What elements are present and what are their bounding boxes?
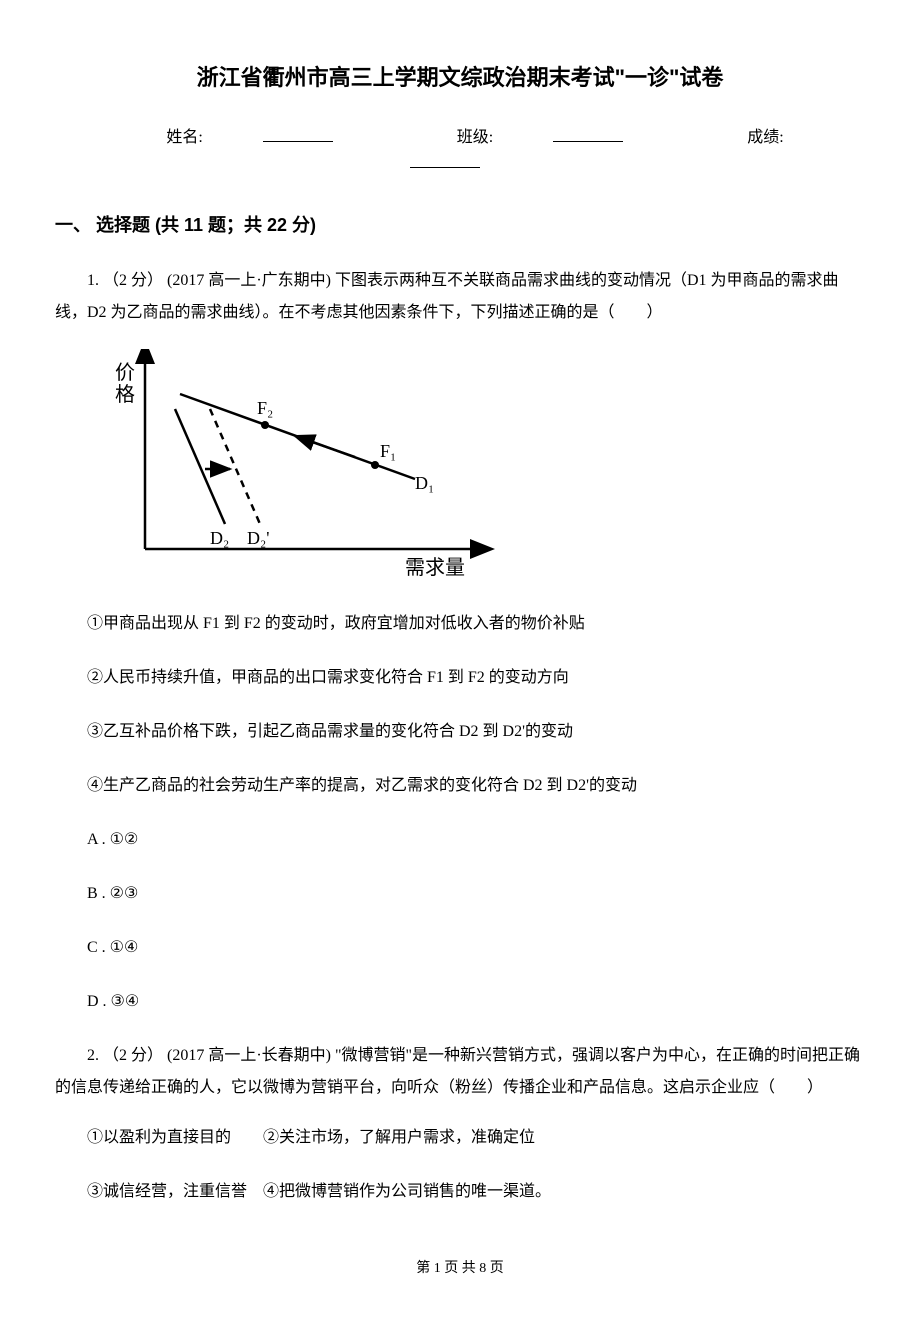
page-title: 浙江省衢州市高三上学期文综政治期末考试"一诊"试卷 bbox=[55, 60, 865, 95]
y-axis-label-2: 格 bbox=[115, 383, 135, 406]
q1-statement-3: ③乙互补品价格下跌，引起乙商品需求量的变化符合 D2 到 D2'的变动 bbox=[55, 716, 865, 748]
q1-statement-2: ②人民币持续升值，甲商品的出口需求变化符合 F1 到 F2 的变动方向 bbox=[55, 662, 865, 694]
q1-option-d: D . ③④ bbox=[55, 986, 865, 1018]
q1-stem: 1. （2 分） (2017 高一上·广东期中) 下图表示两种互不关联商品需求曲… bbox=[55, 265, 865, 329]
q1-statement-1: ①甲商品出现从 F1 到 F2 的变动时，政府宜增加对低收入者的物价补贴 bbox=[55, 608, 865, 640]
class-field: 班级: bbox=[427, 129, 653, 146]
y-axis-label: 价 bbox=[115, 362, 135, 384]
section-header: 一、 选择题 (共 11 题；共 22 分) bbox=[55, 211, 865, 240]
q2-statement-2: ③诚信经营，注重信誉 ④把微博营销作为公司销售的唯一渠道。 bbox=[55, 1176, 865, 1208]
f1-label: F₁ bbox=[380, 441, 396, 461]
f-arrow bbox=[295, 436, 355, 457]
q1-option-b: B . ②③ bbox=[55, 878, 865, 910]
f1-point bbox=[371, 461, 379, 469]
name-field: 姓名: bbox=[136, 129, 362, 146]
f2-point bbox=[261, 421, 269, 429]
q1-option-a: A . ①② bbox=[55, 824, 865, 856]
demand-curve-diagram: 价 格 需求量 F₂ F₁ D₁ D₂ D₂' bbox=[95, 349, 495, 579]
q2-stem: 2. （2 分） (2017 高一上·长春期中) "微博营销"是一种新兴营销方式… bbox=[55, 1040, 865, 1104]
q1-statement-4: ④生产乙商品的社会劳动生产率的提高，对乙需求的变化符合 D2 到 D2'的变动 bbox=[55, 770, 865, 802]
q1-option-c: C . ①④ bbox=[55, 932, 865, 964]
d2p-label: D₂' bbox=[247, 528, 270, 548]
f2-label: F₂ bbox=[257, 398, 273, 418]
q2-statement-1: ①以盈利为直接目的 ②关注市场，了解用户需求，准确定位 bbox=[55, 1122, 865, 1154]
d1-label: D₁ bbox=[415, 473, 434, 493]
x-axis-label: 需求量 bbox=[405, 556, 465, 579]
d2-label: D₂ bbox=[210, 528, 229, 548]
q1-diagram: 价 格 需求量 F₂ F₁ D₁ D₂ D₂' bbox=[95, 349, 865, 588]
page-footer: 第 1 页 共 8 页 bbox=[55, 1258, 865, 1280]
info-row: 姓名: 班级: 成绩: bbox=[55, 125, 865, 176]
